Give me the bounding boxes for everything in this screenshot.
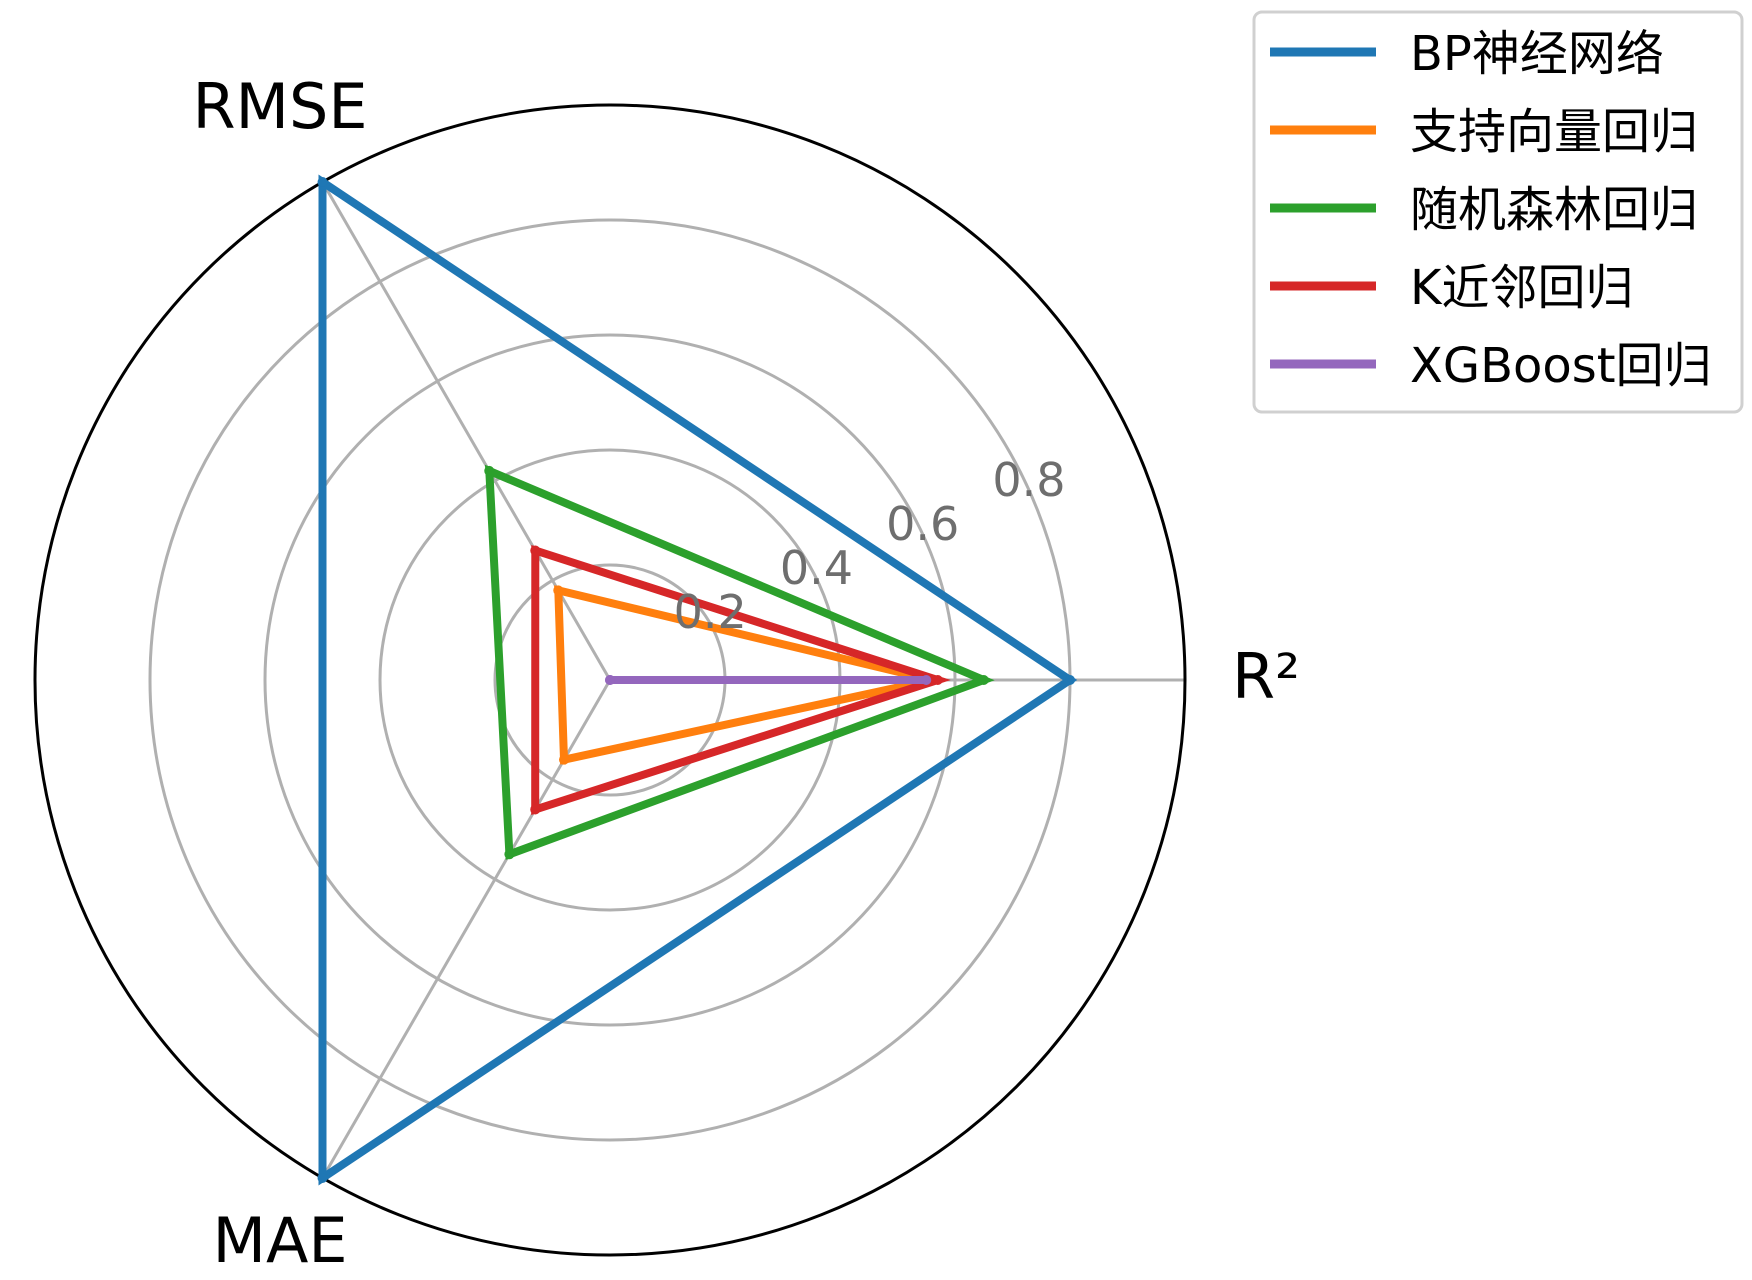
legend-label-1: 支持向量回归	[1410, 104, 1698, 160]
outer-ring	[33, 103, 1187, 1257]
radial-tick-label-1: 0.4	[780, 541, 853, 595]
radial-tick-label-3: 0.8	[992, 453, 1065, 507]
radial-tick-label-2: 0.6	[886, 497, 959, 551]
legend-label-0: BP神经网络	[1410, 26, 1664, 82]
series-layer	[317, 174, 1078, 1186]
data-point-3-2	[530, 804, 541, 815]
series-line-0	[318, 174, 1078, 1186]
data-point-3-0	[932, 675, 943, 685]
data-point-2-1	[484, 465, 495, 476]
data-point-0-0	[1065, 675, 1075, 685]
data-point-0-1	[317, 177, 328, 188]
spoke-1	[321, 181, 612, 681]
data-point-2-0	[978, 675, 989, 685]
data-point-4-2	[605, 675, 615, 685]
series-line-1	[554, 585, 933, 765]
axis-label-2: MAE	[212, 1204, 347, 1275]
data-point-1-2	[559, 754, 569, 765]
series-line-2	[484, 464, 995, 860]
axis-label-1: RMSE	[192, 70, 367, 143]
data-point-2-2	[504, 849, 515, 860]
data-point-4-0	[921, 675, 932, 685]
radial-tick-label-0: 0.2	[674, 585, 747, 639]
legend-box	[1252, 10, 1744, 414]
data-point-1-1	[553, 585, 564, 596]
legend-label-3: K近邻回归	[1410, 260, 1633, 316]
label-layer: 0.2 0.4 0.6 0.8 R² RMSE MAE	[192, 70, 1300, 1277]
series-line-3	[531, 545, 951, 815]
data-point-0-2	[317, 1172, 328, 1183]
legend-label-4: XGBoost回归	[1410, 338, 1712, 394]
axis-label-0: R²	[1232, 640, 1300, 713]
legend-label-2: 随机森林回归	[1410, 182, 1698, 238]
data-point-3-1	[530, 545, 541, 556]
